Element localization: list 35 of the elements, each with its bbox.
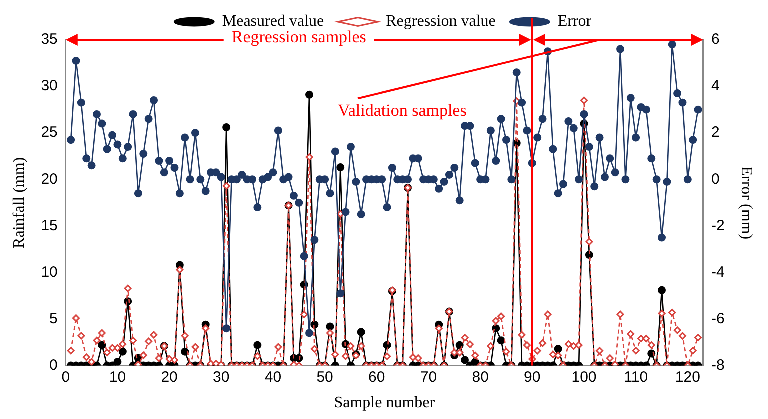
y-tick-label: 20 (41, 170, 58, 188)
y2-tick-label: 4 (711, 78, 720, 95)
x-tick-label: 20 (161, 368, 178, 386)
x-tick-label: 110 (624, 368, 648, 386)
y2-tick-label: 0 (711, 170, 720, 188)
y-tick-label: 25 (41, 124, 58, 142)
x-tick-label: 60 (368, 368, 386, 386)
y-tick-label: 0 (50, 356, 58, 374)
x-axis-title: Sample number (334, 394, 436, 412)
y2-tick-label: -2 (711, 217, 725, 234)
y2-tick-label: -6 (711, 310, 725, 328)
annotation: Validation samples (338, 101, 467, 120)
y2-tick-label: -4 (711, 264, 725, 281)
x-tick-label: 70 (420, 368, 438, 386)
x-tick-label: 10 (109, 368, 126, 386)
legend-label: Error (558, 13, 592, 30)
y-tick-label: 35 (41, 31, 58, 48)
y2-tick-label: -8 (711, 356, 725, 374)
x-tick-label: 30 (213, 368, 230, 386)
y2-tick-label: 2 (711, 124, 720, 142)
y-tick-label: 10 (41, 264, 58, 281)
x-tick-label: 90 (524, 368, 541, 386)
y-axis-title: Rainfall (mm) (10, 157, 28, 248)
x-tick-label: 50 (316, 368, 334, 386)
y-tick-label: 30 (41, 78, 58, 95)
y-tick-label: 5 (50, 310, 58, 328)
y-tick-label: 15 (41, 217, 58, 234)
y2-tick-label: 6 (711, 31, 720, 48)
y2-axis-title: Error (mm) (738, 166, 756, 240)
x-tick-label: 100 (572, 368, 597, 386)
x-tick-label: 40 (264, 368, 282, 386)
x-tick-label: 0 (62, 368, 70, 386)
legend-label: Regression value (386, 13, 496, 30)
x-tick-label: 120 (675, 368, 700, 386)
x-tick-label: 80 (472, 368, 489, 386)
